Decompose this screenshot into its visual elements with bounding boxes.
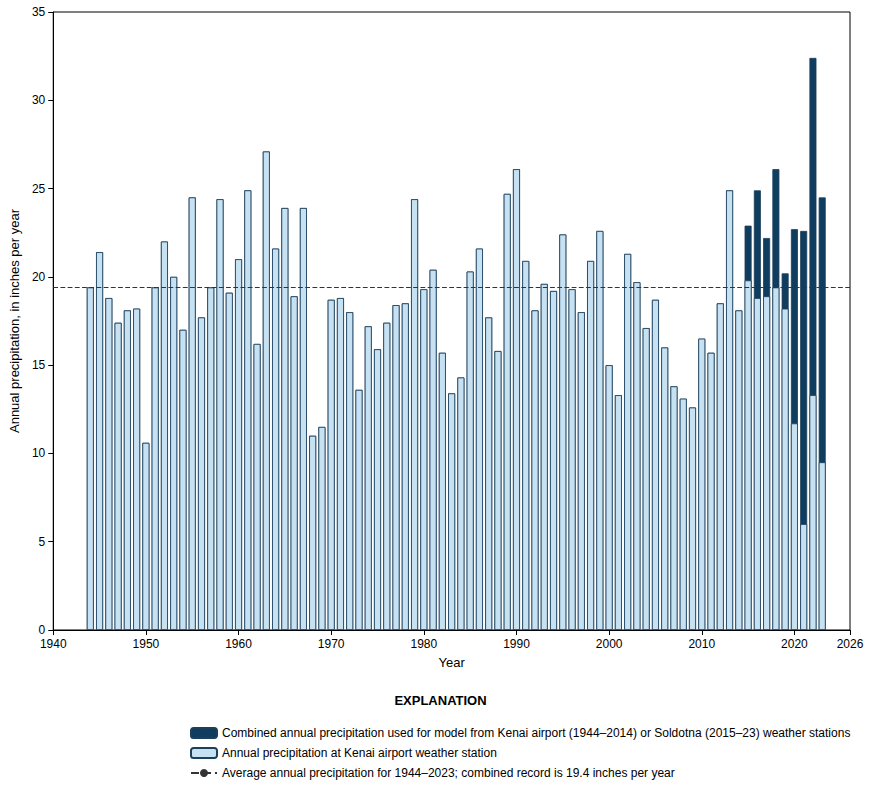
svg-text:1980: 1980	[410, 637, 437, 651]
svg-text:Combined annual precipitation: Combined annual precipitation used for m…	[222, 726, 850, 740]
svg-text:2000: 2000	[596, 637, 623, 651]
svg-text:1940: 1940	[40, 637, 67, 651]
svg-text:25: 25	[32, 182, 46, 196]
svg-text:2026: 2026	[837, 637, 864, 651]
svg-text:0: 0	[39, 623, 46, 637]
svg-text:5: 5	[39, 535, 46, 549]
svg-text:Average annual precipitation f: Average annual precipitation for 1944–20…	[222, 766, 675, 780]
svg-text:30: 30	[32, 93, 46, 107]
svg-text:1990: 1990	[503, 637, 530, 651]
svg-text:Annual precipitation, in inche: Annual precipitation, in inches per year	[7, 208, 22, 433]
svg-text:1950: 1950	[133, 637, 160, 651]
svg-text:EXPLANATION: EXPLANATION	[394, 693, 486, 708]
svg-text:Year: Year	[438, 655, 465, 670]
svg-text:10: 10	[32, 446, 46, 460]
svg-text:2010: 2010	[688, 637, 715, 651]
svg-text:15: 15	[32, 358, 46, 372]
svg-text:1960: 1960	[225, 637, 252, 651]
svg-text:20: 20	[32, 270, 46, 284]
svg-text:Annual precipitation at Kenai: Annual precipitation at Kenai airport we…	[222, 746, 497, 760]
svg-text:1970: 1970	[318, 637, 345, 651]
svg-text:2020: 2020	[781, 637, 808, 651]
svg-text:35: 35	[32, 5, 46, 19]
